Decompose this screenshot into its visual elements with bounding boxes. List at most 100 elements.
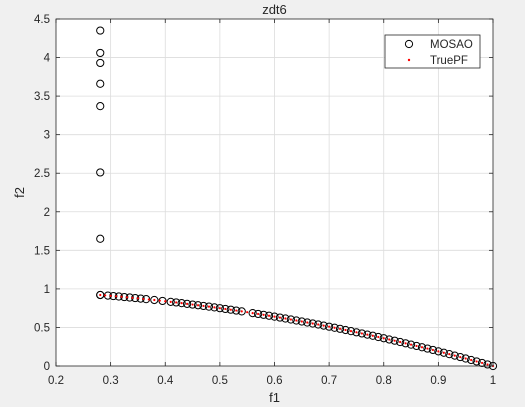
- mosao-point: [232, 306, 241, 315]
- truepf-point: [180, 302, 183, 305]
- mosao-point: [335, 324, 345, 333]
- mosao-point: [357, 329, 366, 338]
- truepf-point: [486, 363, 489, 366]
- mosao-point: [374, 332, 383, 342]
- mosao-point: [204, 302, 214, 311]
- truepf-point: [344, 328, 347, 332]
- truepf-point: [470, 358, 473, 362]
- series-truepf: [99, 293, 495, 368]
- truepf-point: [371, 334, 374, 337]
- truepf-point: [147, 298, 150, 301]
- truepf-point: [415, 344, 418, 348]
- truepf-point: [142, 297, 145, 301]
- truepf-point: [437, 350, 440, 353]
- plot-area: [96, 26, 498, 371]
- truepf-point: [453, 354, 456, 357]
- truepf-point: [278, 316, 282, 319]
- mosao-point: [281, 314, 290, 323]
- truepf-point: [289, 318, 292, 321]
- mosao-point: [477, 358, 487, 368]
- x-tick-label: 0.2: [48, 375, 64, 387]
- mosao-point: [96, 48, 105, 58]
- mosao-point: [385, 335, 394, 344]
- truepf-point: [328, 325, 331, 328]
- truepf-point: [464, 357, 467, 360]
- truepf-point: [218, 307, 221, 310]
- mosao-point: [96, 79, 105, 88]
- truepf-point: [246, 311, 249, 314]
- truepf-point: [322, 324, 325, 327]
- x-tick-label: 0.3: [103, 375, 119, 387]
- legend-label-mosao: MOSAO: [430, 39, 473, 51]
- mosao-point: [314, 320, 323, 329]
- y-axis-label: f2: [12, 187, 27, 198]
- mosao-point: [303, 318, 312, 327]
- y-tick-label: 1.5: [34, 245, 50, 257]
- truepf-point: [191, 303, 194, 306]
- mosao-point: [461, 354, 470, 363]
- legend-marker-truepf: [407, 58, 411, 62]
- truepf-point: [442, 351, 445, 354]
- truepf-point: [366, 333, 369, 336]
- mosao-point: [226, 305, 235, 314]
- mosao-point: [319, 321, 328, 330]
- mosao-point: [325, 322, 334, 331]
- truepf-point: [153, 298, 156, 302]
- truepf-point: [99, 293, 102, 297]
- mosao-point: [308, 319, 317, 328]
- mosao-point: [96, 168, 105, 177]
- mosao-point: [221, 304, 230, 314]
- mosao-point: [450, 351, 459, 360]
- legend-marker-mosao: [404, 39, 414, 49]
- truepf-point: [338, 327, 342, 330]
- mosao-point: [472, 357, 481, 366]
- mosao-point: [96, 234, 105, 243]
- truepf-point: [377, 335, 380, 339]
- mosao-point: [390, 336, 399, 345]
- mosao-point: [396, 337, 405, 347]
- truepf-point: [131, 296, 134, 299]
- truepf-point: [349, 330, 353, 333]
- mosao-point: [330, 323, 339, 332]
- mosao-point: [259, 310, 268, 319]
- mosao-point: [417, 343, 427, 352]
- truepf-point: [262, 313, 265, 316]
- mosao-point: [264, 311, 274, 320]
- mosao-point: [292, 316, 301, 325]
- mosao-point: [352, 328, 361, 337]
- mosao-point: [341, 325, 350, 335]
- x-tick-label: 0.6: [267, 375, 283, 387]
- truepf-point: [213, 306, 216, 309]
- y-tick-label: 3: [44, 130, 50, 142]
- mosao-point: [434, 347, 443, 356]
- truepf-point: [355, 331, 358, 334]
- truepf-point: [426, 347, 429, 350]
- x-tick-label: 0.4: [157, 375, 174, 387]
- mosao-point: [467, 355, 476, 365]
- chart-title: zdt6: [262, 2, 287, 17]
- mosao-point: [188, 300, 197, 309]
- truepf-point: [273, 315, 276, 318]
- mosao-point: [215, 304, 224, 313]
- mosao-point: [363, 330, 372, 339]
- mosao-point: [254, 309, 263, 319]
- truepf-point: [295, 319, 298, 322]
- mosao-point: [368, 331, 377, 340]
- truepf-point: [158, 299, 161, 302]
- truepf-point: [125, 296, 129, 299]
- mosao-point: [96, 26, 105, 35]
- truepf-point: [104, 294, 107, 297]
- legend: MOSAO TruePF: [384, 34, 481, 69]
- mosao-point: [423, 344, 432, 353]
- truepf-point: [186, 302, 189, 305]
- x-axis-label: f1: [269, 390, 280, 405]
- mosao-point: [379, 334, 388, 343]
- mosao-point: [275, 313, 285, 322]
- y-tick-label: 2.5: [34, 168, 50, 180]
- x-tick-label: 1: [490, 375, 496, 387]
- truepf-point: [235, 309, 238, 312]
- mosao-point: [199, 301, 208, 311]
- truepf-point: [224, 307, 227, 311]
- legend-box: [384, 34, 481, 69]
- mosao-point: [166, 297, 175, 306]
